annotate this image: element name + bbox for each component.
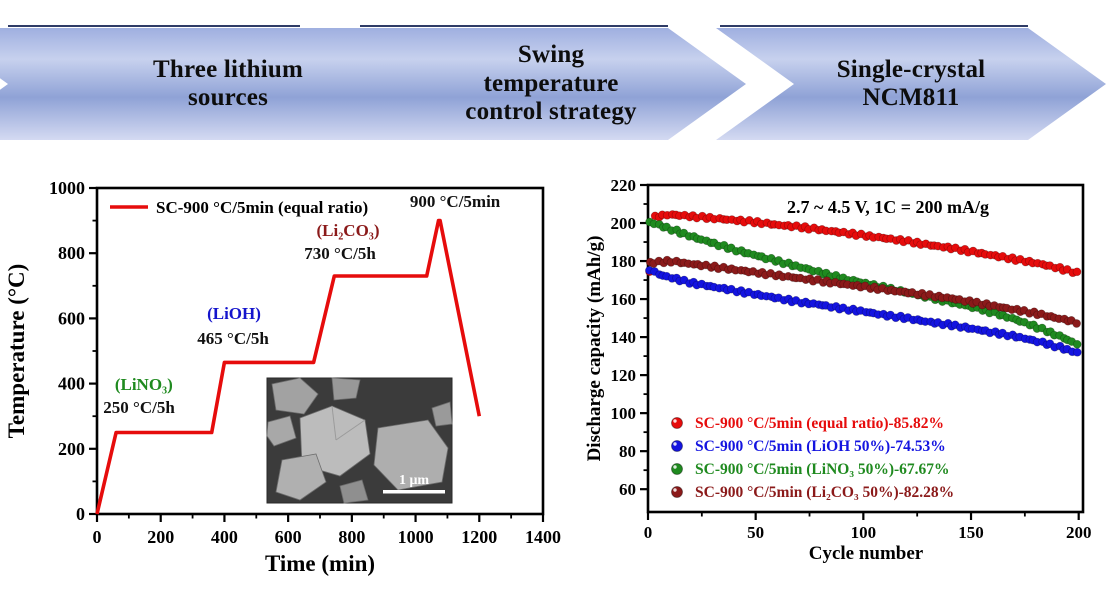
legend-marker [671, 486, 683, 498]
banner-top-edge [360, 25, 668, 27]
sem-particle [266, 415, 297, 447]
scale-bar-label: 1 μm [399, 473, 429, 488]
annotation: (LiNO₃) [115, 375, 173, 394]
svg-text:200: 200 [611, 214, 637, 233]
svg-text:600: 600 [58, 308, 85, 328]
svg-text:1400: 1400 [525, 527, 561, 547]
annotations: (LiNO₃) 250 °C/5h (LiOH) 465 °C/5h (Li₂CO₃) 7… [103, 192, 501, 417]
legend-label: SC-900 °C/5min (LiNO₃ 50%)-67.67% [695, 461, 950, 478]
svg-text:600: 600 [275, 527, 302, 547]
svg-text:0: 0 [644, 523, 653, 542]
scale-bar [383, 490, 445, 494]
cycling-performance-chart: 0 50 100 150 200 60 80 100 120 140 160 180 200 220 Cyc… [585, 176, 1091, 564]
temperature-profile-line [95, 218, 482, 515]
svg-text:50: 50 [747, 523, 764, 542]
legend-label: SC-900 °C/5min (equal ratio) [156, 198, 368, 217]
annotation: 250 °C/5h [103, 398, 175, 417]
svg-text:120: 120 [611, 366, 637, 385]
annotation: 465 °C/5h [197, 329, 269, 348]
process-arrow-label: Three lithium sources [152, 55, 304, 111]
banner-top-edge [8, 25, 300, 27]
svg-text:1200: 1200 [461, 527, 497, 547]
svg-text:180: 180 [611, 252, 637, 271]
sem-particle [431, 401, 453, 427]
legend-marker [671, 463, 683, 475]
tick-marks [640, 183, 1080, 520]
svg-text:80: 80 [619, 442, 636, 461]
sem-particle [275, 453, 327, 501]
svg-text:400: 400 [211, 527, 238, 547]
temperature-profile-chart: 0 200 400 600 800 1000 1200 1400 0 200 400 600 800 10… [4, 178, 561, 576]
svg-text:200: 200 [147, 527, 174, 547]
svg-text:220: 220 [611, 176, 637, 195]
svg-text:0: 0 [76, 504, 85, 524]
svg-text:0: 0 [93, 527, 102, 547]
legend: SC-900 °C/5min (equal ratio)-85.82% SC-90… [671, 415, 954, 501]
sem-particle [373, 419, 449, 491]
process-arrow-label: Single-crystal NCM811 [836, 55, 986, 111]
annotation: (LiOH) [207, 304, 261, 323]
svg-text:200: 200 [1066, 523, 1092, 542]
minor-ticks [92, 219, 513, 519]
svg-text:100: 100 [611, 404, 637, 423]
svg-text:160: 160 [611, 290, 637, 309]
svg-text:1000: 1000 [398, 527, 434, 547]
legend-marker [671, 417, 683, 429]
svg-text:1000: 1000 [49, 178, 85, 198]
legend-label: SC-900 °C/5min (LiOH 50%)-74.53% [695, 438, 946, 455]
sem-particle [339, 479, 369, 504]
y-axis-label: Discharge capacity (mAh/g) [585, 236, 605, 462]
annotation: (Li₂CO₃) [316, 221, 379, 240]
minor-ticks [643, 203, 1026, 517]
process-arrow-label: Swing temperature control strategy [465, 41, 637, 126]
svg-text:150: 150 [958, 523, 984, 542]
series-4 [645, 255, 1081, 328]
series-2 [645, 266, 1082, 357]
svg-text:60: 60 [619, 480, 636, 499]
legend: SC-900 °C/5min (equal ratio) [110, 198, 368, 217]
x-axis-label: Cycle number [809, 543, 924, 564]
sem-inset: 1 μm [266, 377, 453, 504]
tick-marks [89, 186, 545, 522]
annotation: 900 °C/5min [410, 192, 501, 211]
sem-particle [331, 377, 361, 401]
sem-particle [271, 377, 319, 415]
svg-text:800: 800 [58, 243, 85, 263]
chart-title: 2.7 ~ 4.5 V, 1C = 200 mA/g [787, 197, 989, 217]
y-axis-label: Temperature (°C) [4, 264, 29, 439]
svg-text:800: 800 [338, 527, 365, 547]
process-arrow-single-crystal: Single-crystal NCM811 [716, 28, 1106, 140]
legend-label: SC-900 °C/5min (equal ratio)-85.82% [695, 415, 944, 432]
svg-text:200: 200 [58, 439, 85, 459]
axes: 0 200 400 600 800 1000 1200 1400 0 200 400 600 800 10… [4, 178, 561, 576]
x-axis-label: Time (min) [265, 551, 375, 576]
process-arrow-lithium-sources: Three lithium sources [0, 28, 452, 140]
svg-text:400: 400 [58, 374, 85, 394]
legend-marker [671, 440, 683, 452]
svg-text:140: 140 [611, 328, 637, 347]
svg-text:100: 100 [851, 523, 877, 542]
legend-label: SC-900 °C/5min (Li₂CO₃ 50%)-82.28% [695, 484, 954, 501]
axes: 0 50 100 150 200 60 80 100 120 140 160 180 200 220 Cyc… [585, 176, 1091, 564]
annotation: 730 °C/5h [304, 244, 376, 263]
banner-top-edge [720, 25, 1028, 27]
